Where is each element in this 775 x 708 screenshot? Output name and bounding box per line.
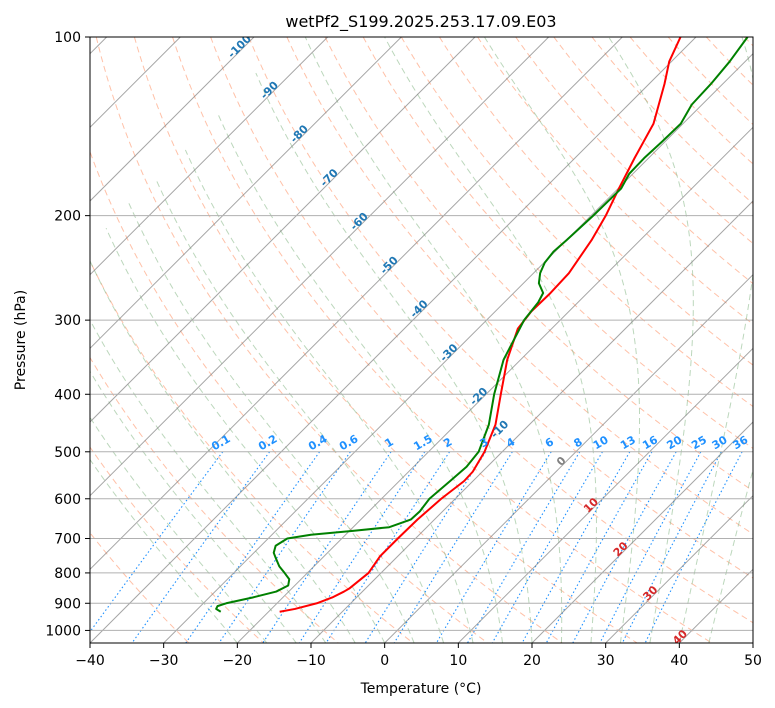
x-tick-label: −30 xyxy=(149,653,179,669)
temperature-profile xyxy=(279,37,682,613)
skewed-isotherm xyxy=(90,37,623,571)
dry-adiabat xyxy=(553,37,753,245)
y-tick-label: 600 xyxy=(54,492,81,508)
skewed-isotherm xyxy=(90,37,476,423)
mixing-ratio-line xyxy=(435,451,552,643)
x-tick-label: 40 xyxy=(670,653,688,669)
moist-adiabat xyxy=(90,458,238,643)
y-tick-label: 900 xyxy=(54,596,81,612)
y-tick-label: 800 xyxy=(54,566,81,582)
x-tick-label: 30 xyxy=(597,653,615,669)
skewed-isotherm xyxy=(605,494,753,643)
y-tick-label: 100 xyxy=(54,30,81,46)
y-tick-label: 1000 xyxy=(45,623,81,639)
skewed-isotherm xyxy=(90,37,329,276)
x-tick-label: −20 xyxy=(223,653,253,669)
moist-adiabat xyxy=(255,72,533,643)
x-tick-label: 10 xyxy=(449,653,467,669)
dry-adiabat xyxy=(90,532,190,643)
moist-adiabat xyxy=(608,37,694,643)
moist-adiabat xyxy=(384,37,597,643)
moist-adiabat xyxy=(708,467,753,643)
mixing-ratio-line xyxy=(572,451,677,643)
dewpoint-profile xyxy=(215,37,749,613)
mixing-ratio-line xyxy=(185,451,321,643)
skewed-isotherm xyxy=(236,126,753,643)
y-tick-label: 700 xyxy=(54,532,81,548)
mixing-ratio-line xyxy=(599,451,702,643)
x-tick-label: 0 xyxy=(380,653,389,669)
moist-adiabat xyxy=(128,202,415,643)
moist-adiabat xyxy=(90,370,297,643)
y-tick-label: 500 xyxy=(54,445,81,461)
dry-adiabat xyxy=(591,37,753,205)
plot-area: 0.1 0.2 0.4 0.6 1 1.5 2 3 4 6 8 10 13 16 20 25 30 36-100-… xyxy=(90,37,753,643)
plot-frame xyxy=(89,36,754,644)
mixing-ratio-line xyxy=(491,451,603,643)
mixing-ratio-lines xyxy=(90,451,743,643)
mixing-ratio-line xyxy=(521,451,631,643)
y-tick-label: 400 xyxy=(54,387,81,403)
skewed-isotherm xyxy=(457,347,753,643)
dry-adiabat xyxy=(90,260,414,643)
dry-adiabat xyxy=(439,37,753,366)
mixing-ratio-line xyxy=(364,451,487,643)
dry-adiabat xyxy=(90,446,264,643)
pressure-gridlines xyxy=(90,37,753,631)
skewed-isotherm xyxy=(384,273,753,643)
mixing-ratio-line xyxy=(545,451,653,643)
axes: −40 −30 −20 −10 0 10 20 30 40 50 100 200 300 400 500 60… xyxy=(45,30,762,669)
dry-adiabat xyxy=(90,356,339,643)
profile-series xyxy=(215,37,749,613)
dry-adiabat xyxy=(210,37,753,624)
x-axis-title: Temperature (°C) xyxy=(360,681,482,697)
mixing-ratio-line xyxy=(218,451,351,643)
skewed-isotherm xyxy=(90,37,255,202)
mixing-ratio-line xyxy=(644,451,743,643)
y-axis-title: Pressure (hPa) xyxy=(13,290,29,390)
skewed-isotherm xyxy=(90,37,697,643)
dry-adiabat xyxy=(95,37,563,643)
dry-adiabats xyxy=(90,37,753,643)
x-tick-label: −10 xyxy=(296,653,326,669)
dry-adiabat xyxy=(324,37,753,492)
skewed-isotherm xyxy=(90,37,550,497)
dry-adiabat xyxy=(172,37,713,643)
skewed-isotherm xyxy=(163,52,753,643)
mixing-ratio-line xyxy=(467,451,581,643)
dry-adiabat xyxy=(400,37,753,408)
mixing-ratio-line xyxy=(621,451,722,643)
dry-adiabat xyxy=(286,37,753,535)
x-tick-label: −40 xyxy=(75,653,105,669)
skewed-isotherms xyxy=(90,37,753,643)
moist-adiabat xyxy=(90,416,268,643)
moist-adiabat xyxy=(217,114,504,643)
y-tick-label: 200 xyxy=(54,209,81,225)
skewed-isotherm xyxy=(310,200,753,643)
x-tick-label: 50 xyxy=(744,653,762,669)
skewed-isotherm xyxy=(90,37,402,350)
skewed-isotherm xyxy=(531,421,753,643)
x-tick-label: 20 xyxy=(523,653,541,669)
moist-adiabat xyxy=(483,37,641,643)
chart-title: wetPf2_S199.2025.253.17.09.E03 xyxy=(285,12,556,32)
moist-adiabat xyxy=(90,259,356,643)
mixing-ratio-line xyxy=(131,451,271,643)
mixing-ratio-line xyxy=(393,451,513,643)
moist-adiabat xyxy=(105,228,386,643)
moist-adiabat xyxy=(304,37,563,643)
moist-adiabats xyxy=(90,37,753,643)
moist-adiabat xyxy=(678,37,753,643)
y-tick-label: 300 xyxy=(54,313,81,329)
dry-adiabat xyxy=(248,37,753,579)
dry-adiabat xyxy=(133,37,638,643)
